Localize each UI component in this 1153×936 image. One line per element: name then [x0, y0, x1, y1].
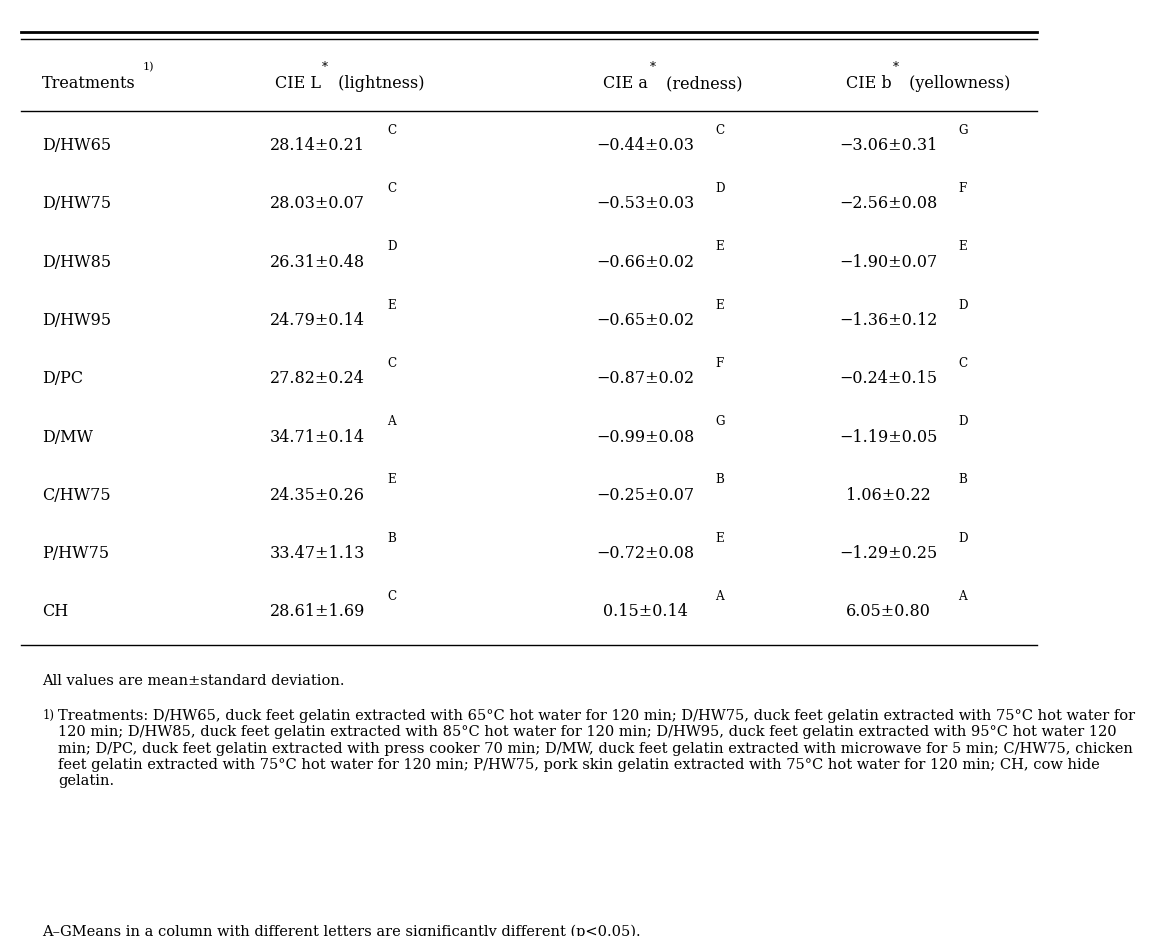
Text: (redness): (redness): [661, 75, 743, 93]
Text: −0.66±0.02: −0.66±0.02: [596, 254, 694, 271]
Text: −3.06±0.31: −3.06±0.31: [839, 138, 937, 154]
Text: D: D: [958, 299, 969, 312]
Text: E: E: [715, 532, 724, 545]
Text: D/HW85: D/HW85: [43, 254, 112, 271]
Text: F: F: [715, 357, 723, 370]
Text: −0.65±0.02: −0.65±0.02: [596, 312, 694, 329]
Text: E: E: [715, 299, 724, 312]
Text: C: C: [387, 357, 397, 370]
Text: D/HW75: D/HW75: [43, 196, 112, 212]
Text: C: C: [715, 124, 724, 137]
Text: −1.36±0.12: −1.36±0.12: [839, 312, 937, 329]
Text: −0.24±0.15: −0.24±0.15: [839, 371, 937, 388]
Text: E: E: [958, 241, 967, 254]
Text: 28.03±0.07: 28.03±0.07: [270, 196, 364, 212]
Text: −1.29±0.25: −1.29±0.25: [839, 545, 937, 563]
Text: −0.72±0.08: −0.72±0.08: [596, 545, 694, 563]
Text: −0.53±0.03: −0.53±0.03: [596, 196, 694, 212]
Text: 6.05±0.80: 6.05±0.80: [846, 604, 930, 621]
Text: C: C: [387, 124, 397, 137]
Text: (lightness): (lightness): [333, 75, 424, 93]
Text: D: D: [715, 182, 725, 195]
Text: 1.06±0.22: 1.06±0.22: [846, 487, 930, 504]
Text: A: A: [958, 590, 967, 603]
Text: P/HW75: P/HW75: [43, 545, 110, 563]
Text: B: B: [715, 474, 724, 487]
Text: E: E: [387, 474, 395, 487]
Text: −0.87±0.02: −0.87±0.02: [596, 371, 694, 388]
Text: D: D: [958, 416, 969, 428]
Text: B: B: [387, 532, 395, 545]
Text: 27.82±0.24: 27.82±0.24: [270, 371, 364, 388]
Text: 28.14±0.21: 28.14±0.21: [270, 138, 364, 154]
Text: CIE L: CIE L: [276, 75, 321, 93]
Text: −2.56±0.08: −2.56±0.08: [839, 196, 937, 212]
Text: D/PC: D/PC: [43, 371, 83, 388]
Text: (yellowness): (yellowness): [904, 75, 1011, 93]
Text: 24.35±0.26: 24.35±0.26: [270, 487, 364, 504]
Text: A–GMeans in a column with different letters are significantly different (p<0.05): A–GMeans in a column with different lett…: [43, 925, 641, 936]
Text: F: F: [958, 182, 966, 195]
Text: 33.47±1.13: 33.47±1.13: [270, 545, 366, 563]
Text: Treatments: Treatments: [43, 75, 136, 93]
Text: −0.25±0.07: −0.25±0.07: [596, 487, 694, 504]
Text: D: D: [387, 241, 397, 254]
Text: −1.19±0.05: −1.19±0.05: [839, 429, 937, 446]
Text: CIE b: CIE b: [846, 75, 892, 93]
Text: CIE a: CIE a: [603, 75, 648, 93]
Text: D/MW: D/MW: [43, 429, 93, 446]
Text: All values are mean±standard deviation.: All values are mean±standard deviation.: [43, 674, 345, 688]
Text: C: C: [387, 182, 397, 195]
Text: A: A: [387, 416, 395, 428]
Text: D/HW95: D/HW95: [43, 312, 112, 329]
Text: *: *: [649, 61, 656, 74]
Text: −0.99±0.08: −0.99±0.08: [596, 429, 694, 446]
Text: D/HW65: D/HW65: [43, 138, 112, 154]
Text: E: E: [387, 299, 395, 312]
Text: B: B: [958, 474, 967, 487]
Text: *: *: [322, 61, 327, 74]
Text: 34.71±0.14: 34.71±0.14: [270, 429, 364, 446]
Text: 26.31±0.48: 26.31±0.48: [270, 254, 364, 271]
Text: C: C: [958, 357, 967, 370]
Text: 0.15±0.14: 0.15±0.14: [603, 604, 687, 621]
Text: 28.61±1.69: 28.61±1.69: [270, 604, 366, 621]
Text: 1): 1): [43, 709, 54, 723]
Text: −0.44±0.03: −0.44±0.03: [596, 138, 694, 154]
Text: E: E: [715, 241, 724, 254]
Text: G: G: [958, 124, 969, 137]
Text: 1): 1): [143, 62, 155, 73]
Text: C/HW75: C/HW75: [43, 487, 111, 504]
Text: 24.79±0.14: 24.79±0.14: [270, 312, 364, 329]
Text: Treatments: D/HW65, duck feet gelatin extracted with 65°C hot water for 120 min;: Treatments: D/HW65, duck feet gelatin ex…: [58, 709, 1136, 788]
Text: A: A: [715, 590, 724, 603]
Text: −1.90±0.07: −1.90±0.07: [839, 254, 937, 271]
Text: CH: CH: [43, 604, 68, 621]
Text: G: G: [715, 416, 725, 428]
Text: *: *: [892, 61, 899, 74]
Text: D: D: [958, 532, 969, 545]
Text: C: C: [387, 590, 397, 603]
